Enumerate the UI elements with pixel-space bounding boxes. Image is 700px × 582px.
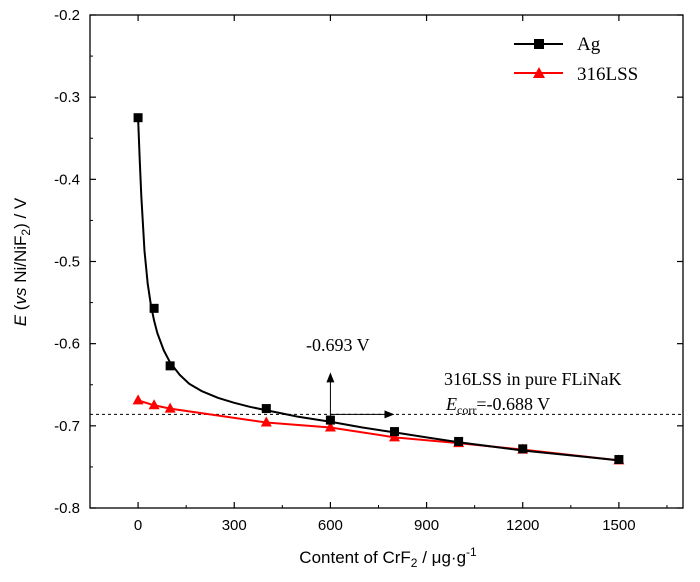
series-ag-point (454, 436, 464, 446)
series-ag-point (518, 444, 528, 454)
y-axis-title-ref: Ni/NiF (11, 236, 30, 288)
series-316lss-point (324, 421, 336, 432)
y-axis-title-symbol: E (11, 314, 30, 326)
series-316lss-point (164, 402, 176, 413)
series-ag-point (261, 404, 271, 414)
series-ag-point (614, 455, 624, 465)
series-316lss-point (389, 431, 401, 442)
y-tick-label: -0.5 (54, 254, 80, 271)
ecorr-symbol: E (445, 394, 457, 414)
series-ag-point (149, 303, 159, 313)
y-tick-label: -0.3 (54, 89, 80, 106)
x-tick-label: 1200 (506, 517, 539, 534)
y-tick-label: -0.7 (54, 418, 80, 435)
series-316lss-point (148, 399, 160, 410)
ref-arrow-head (384, 410, 395, 419)
x-axis-title-sub: 2 (411, 556, 418, 570)
ecorr-value: =-0.688 V (476, 394, 550, 414)
x-axis-title-main: Content of CrF (299, 548, 411, 567)
x-axis-title-unit: / μg·g (417, 548, 466, 567)
annotation-marker-label: -0.693 V (306, 335, 370, 355)
annotation-arrows (326, 372, 395, 421)
legend-label-316lss: 316LSS (577, 64, 638, 85)
y-tick-label: -0.2 (54, 7, 80, 24)
x-axis-title: Content of CrF2 / μg·g-1 (299, 545, 477, 570)
x-axis-title-sup: -1 (466, 545, 477, 559)
series-ag-fit-line (137, 117, 619, 462)
y-tick-label: -0.6 (54, 336, 80, 353)
y-tick-labels: -0.2 -0.3 -0.4 -0.5 -0.6 -0.7 -0.8 (54, 7, 80, 517)
y-axis-title-sub: 2 (19, 229, 33, 236)
legend-label-ag: Ag (577, 34, 601, 55)
series-316lss-point (260, 416, 272, 427)
marker-arrow-head (326, 372, 335, 383)
series-ag-point (133, 113, 143, 123)
legend-marker-316lss (533, 67, 545, 78)
series-layer (132, 113, 625, 465)
y-axis-title-open: ( (11, 304, 30, 315)
y-axis-title-unit: ) / V (11, 197, 30, 229)
y-axis-title-vs: vs (11, 287, 30, 305)
series-316lss-point (132, 394, 144, 405)
series-ag-point (165, 361, 175, 371)
ecorr-subscript: corr (457, 403, 476, 417)
annotation-ecorr: Ecorr=-0.688 V (445, 394, 550, 417)
legend-marker-ag (534, 39, 544, 49)
legend: Ag 316LSS (514, 34, 638, 85)
x-tick-label: 0 (134, 517, 142, 534)
y-tick-label: -0.4 (54, 171, 80, 188)
x-tick-label: 600 (318, 517, 343, 534)
x-tick-label: 1500 (602, 517, 635, 534)
x-tick-label: 900 (414, 517, 439, 534)
y-axis-title: E (vs Ni/NiF2) / V (11, 197, 33, 326)
y-tick-label: -0.8 (54, 500, 80, 517)
series-ag-point (390, 427, 400, 437)
x-tick-label: 300 (222, 517, 247, 534)
axis-ticks (90, 14, 683, 509)
x-tick-labels: 0 300 600 900 1200 1500 (134, 517, 636, 534)
annotation-reference-title: 316LSS in pure FLiNaK (444, 369, 622, 389)
plot-frame (89, 14, 684, 509)
